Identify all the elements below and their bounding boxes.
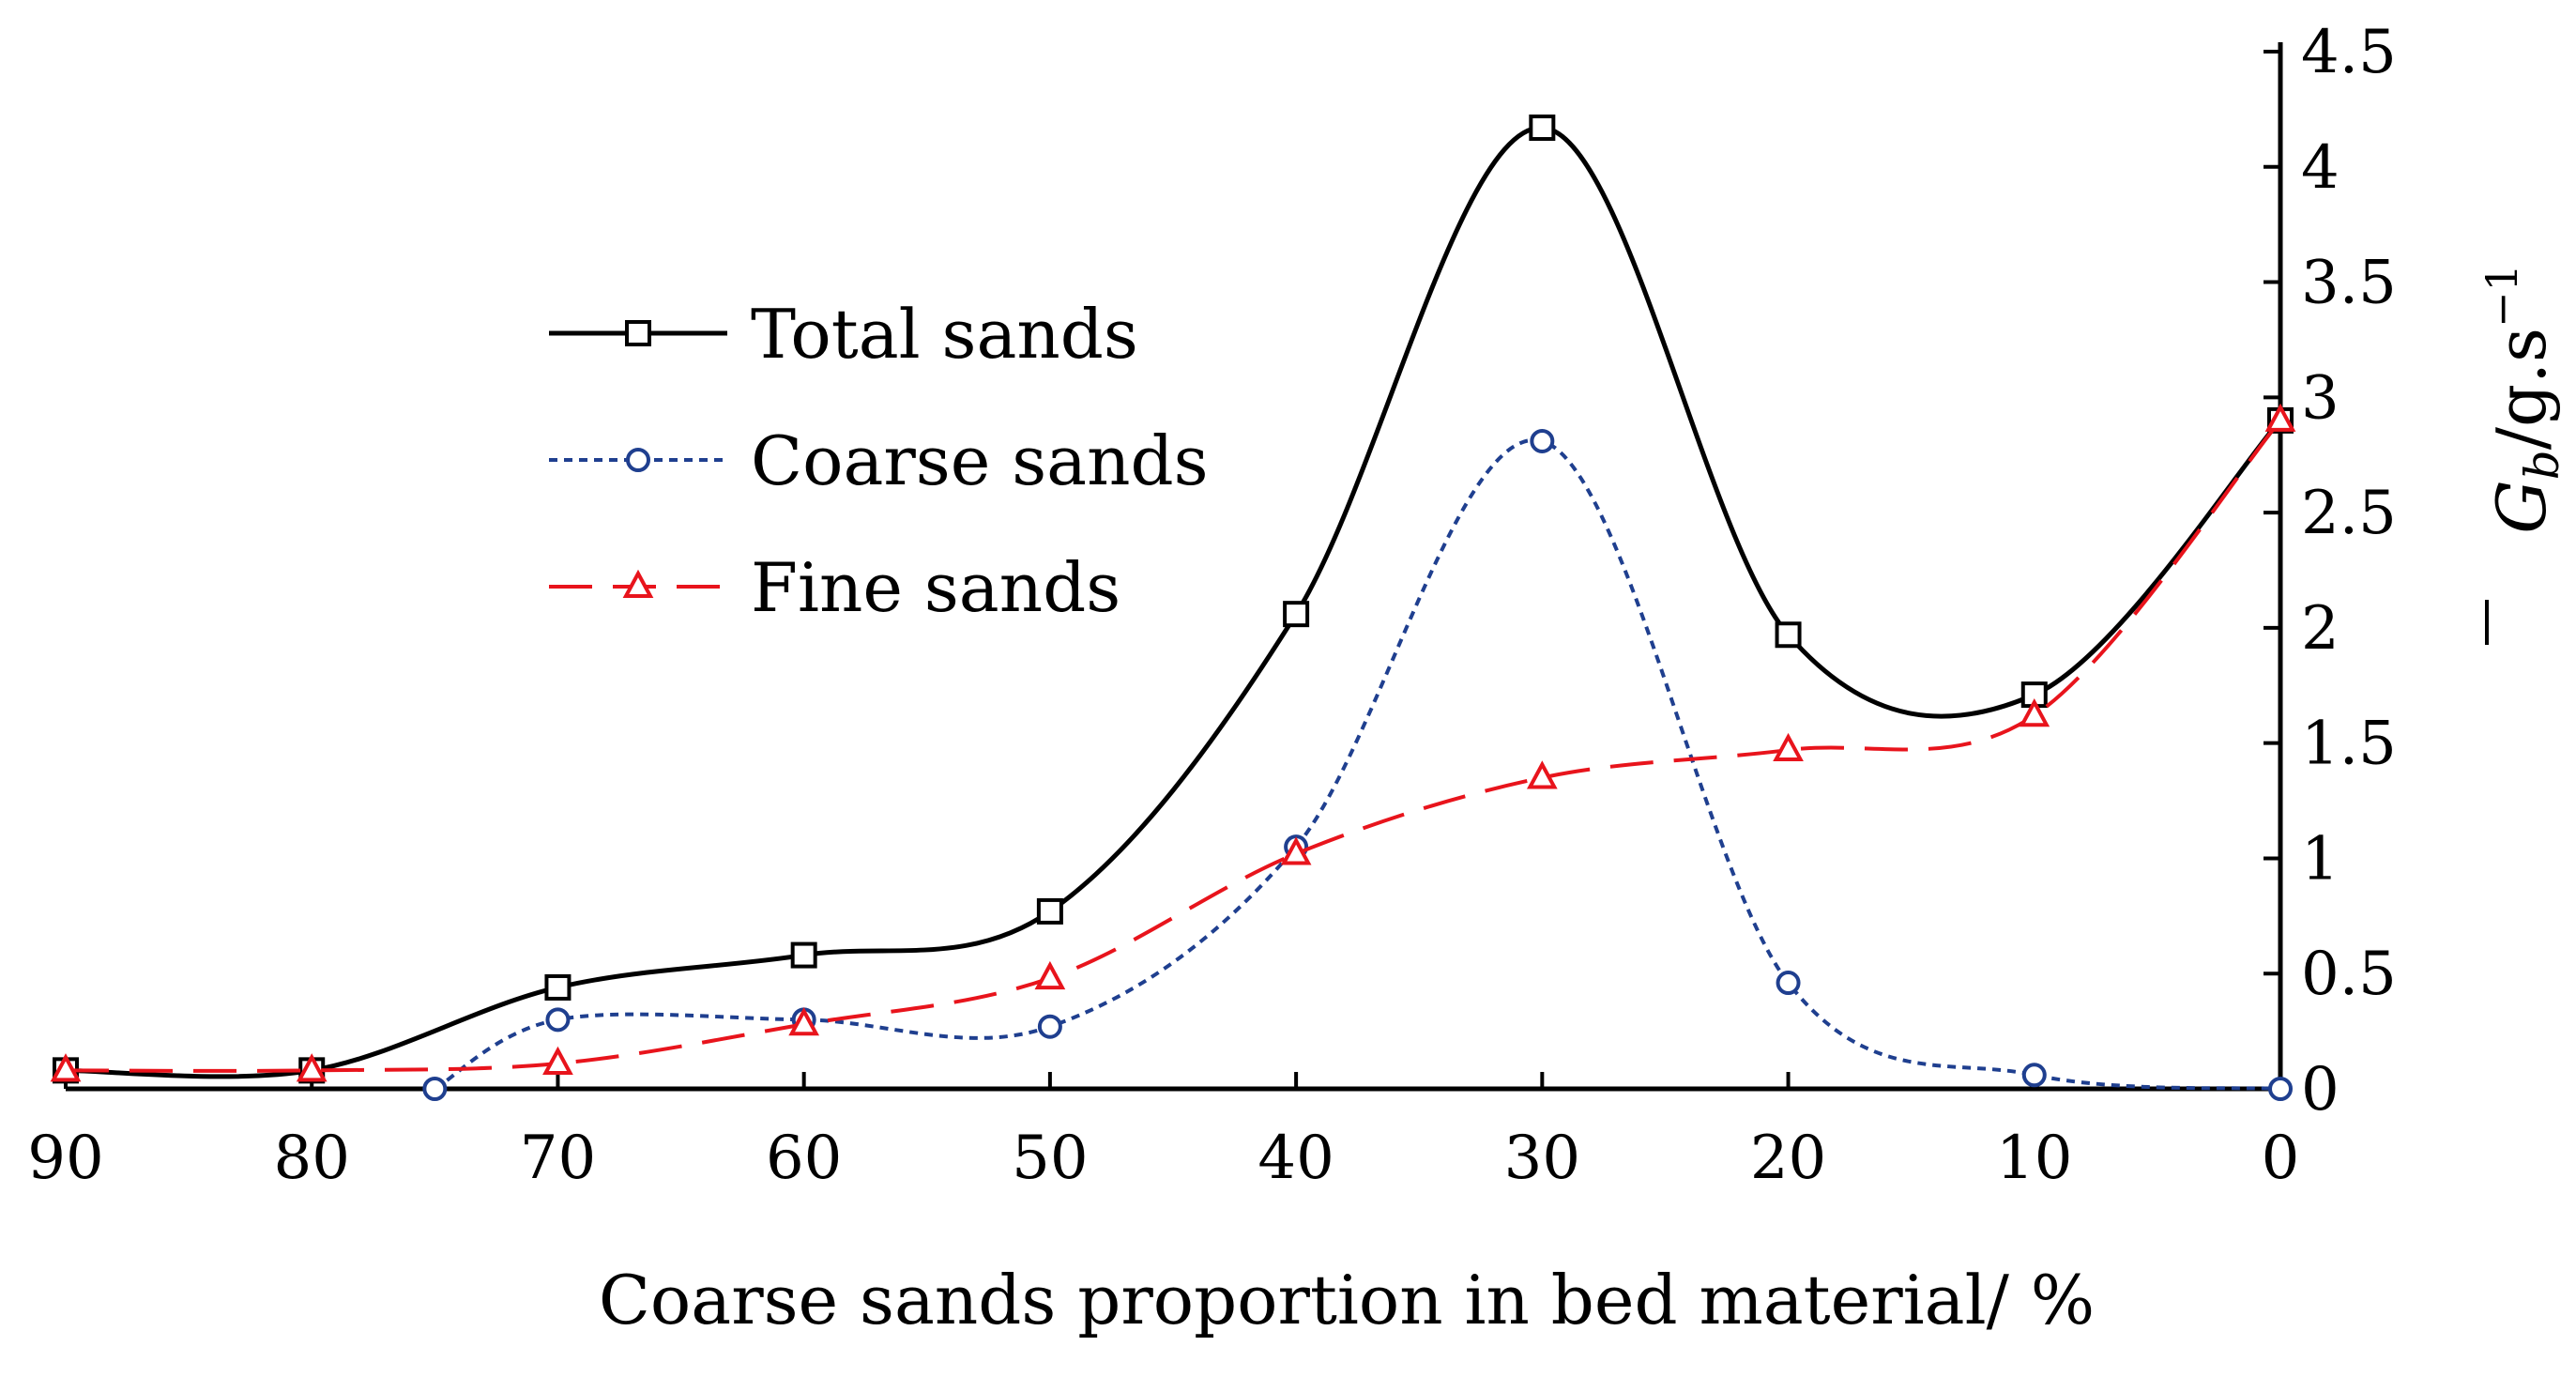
x-tick-label-30: 30 xyxy=(1504,1124,1580,1193)
point-total-sands-60 xyxy=(790,941,817,969)
legend-label-fine-sands: Fine sands xyxy=(751,548,1120,627)
point-total-sands-50 xyxy=(1036,897,1063,925)
svg-text:Gb/g.s−1: Gb/g.s−1 xyxy=(2477,264,2569,534)
point-fine-sands-70 xyxy=(542,1046,573,1075)
x-tick-label-40: 40 xyxy=(1258,1124,1334,1193)
y-tick-label-3.5: 3.5 xyxy=(2301,249,2397,318)
legend-marker-total-sands xyxy=(625,320,651,346)
y-tick-label-4: 4 xyxy=(2301,133,2340,203)
series-fine-sands xyxy=(50,403,2296,1082)
point-fine-sands-20 xyxy=(1773,732,1804,762)
y-tick-label-1: 1 xyxy=(2301,824,2340,894)
point-coarse-sands-50 xyxy=(1037,1014,1062,1039)
legend: Total sands Coarse sands Fine sands xyxy=(549,295,1209,627)
x-tick-label-90: 90 xyxy=(27,1124,103,1193)
x-tick-label-10: 10 xyxy=(1996,1124,2072,1193)
point-fine-sands-80 xyxy=(296,1053,328,1082)
y-axis-title-unit: /g.s xyxy=(2482,328,2561,450)
series-line-coarse-sands xyxy=(434,437,2281,1091)
point-total-sands-20 xyxy=(1775,621,1802,649)
point-total-sands-30 xyxy=(1529,115,1556,142)
y-axis-title-superscript: −1 xyxy=(2477,264,2527,328)
point-coarse-sands-0 xyxy=(2268,1077,2293,1101)
point-fine-sands-10 xyxy=(2019,698,2050,727)
legend-marker-coarse-sands xyxy=(626,448,650,472)
x-tick-label-70: 70 xyxy=(520,1124,596,1193)
point-coarse-sands-30 xyxy=(1530,428,1555,453)
x-axis-title: Coarse sands proportion in bed material/… xyxy=(599,1261,2095,1339)
series-coarse-sands xyxy=(422,428,2293,1101)
x-tick-label-60: 60 xyxy=(766,1124,842,1193)
y-tick-label-2.5: 2.5 xyxy=(2301,479,2397,548)
point-fine-sands-30 xyxy=(1526,760,1558,789)
y-tick-label-4.5: 4.5 xyxy=(2301,18,2397,87)
y-axis-title: Gb/g.s−1 xyxy=(2477,264,2569,645)
point-fine-sands-0 xyxy=(2264,403,2296,432)
point-total-sands-40 xyxy=(1283,601,1310,628)
point-coarse-sands-10 xyxy=(2021,1063,2047,1088)
point-coarse-sands-70 xyxy=(545,1007,571,1033)
x-tick-label-80: 80 xyxy=(274,1124,350,1193)
series-line-fine-sands xyxy=(65,419,2282,1073)
point-coarse-sands-20 xyxy=(1776,971,1801,996)
y-axis-title-main: G xyxy=(2482,480,2561,534)
legend-marker-fine-sands xyxy=(622,569,654,598)
series-total-sands xyxy=(53,115,2294,1084)
legend-label-total-sands: Total sands xyxy=(751,295,1138,374)
x-tick-label-50: 50 xyxy=(1012,1124,1088,1193)
y-tick-label-0.5: 0.5 xyxy=(2301,940,2397,1009)
point-fine-sands-90 xyxy=(50,1053,82,1082)
series-layer xyxy=(50,115,2296,1101)
point-total-sands-70 xyxy=(544,973,572,1001)
point-coarse-sands-75 xyxy=(422,1077,448,1101)
y-tick-label-3: 3 xyxy=(2301,363,2340,433)
y-tick-label-2: 2 xyxy=(2301,594,2340,664)
x-tick-label-0: 0 xyxy=(2262,1124,2300,1193)
y-axis-title-subscript: b xyxy=(2515,450,2569,480)
legend-label-coarse-sands: Coarse sands xyxy=(751,421,1209,500)
axes: 90 80 70 60 50 40 30 20 10 00 0.5 1 1.5 2 2.5 3 3.5 4 4.5 xyxy=(27,18,2397,1193)
point-fine-sands-50 xyxy=(1034,960,1066,990)
point-fine-sands-60 xyxy=(788,1007,820,1036)
y-tick-label-0: 0 xyxy=(2301,1055,2340,1125)
series-line-total-sands xyxy=(65,125,2282,1079)
point-fine-sands-40 xyxy=(1280,836,1312,865)
x-tick-label-20: 20 xyxy=(1750,1124,1826,1193)
y-tick-label-1.5: 1.5 xyxy=(2301,710,2397,779)
